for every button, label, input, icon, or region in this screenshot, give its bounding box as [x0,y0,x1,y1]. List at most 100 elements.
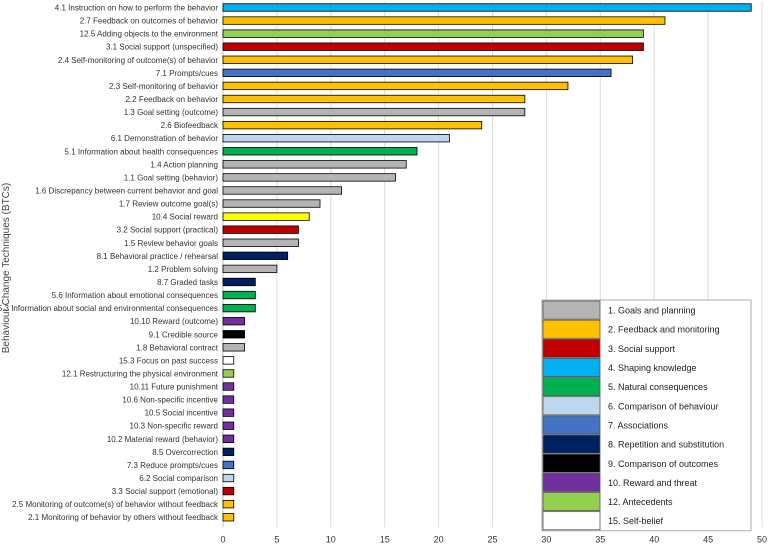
bar [222,317,245,326]
x-tick-label: 40 [649,534,659,544]
category-label: 2.2 Feedback on behavior [125,95,218,104]
category-label: 8.7 Graded tasks [157,278,218,287]
legend-swatch [542,511,601,531]
x-tick-label: 15 [380,534,390,544]
bar [222,473,235,483]
category-label: 1.7 Review outcome goal(s) [119,200,218,209]
category-label: 3.2 Social support (practical) [117,226,219,235]
category-label: 4.1 Instruction on how to perform the be… [55,4,219,13]
bar [222,356,235,365]
bar [222,212,310,221]
legend-swatch [542,358,601,378]
legend-swatch [542,472,601,492]
bar [222,68,612,77]
category-label: 7.3 Reduce prompts/cues [127,461,218,470]
category-label: 1.1 Goal setting (behavior) [124,173,219,182]
category-label: 1.3 Goal setting (outcome) [124,108,219,117]
x-tick-label: 35 [595,534,605,544]
x-tick-label: 0 [220,534,225,544]
bar [222,395,235,404]
bar [222,3,752,12]
bar [222,382,235,391]
category-label: 1.8 Behavioral contract [136,343,219,352]
x-tick-label: 50 [757,534,767,544]
bar [222,500,235,509]
x-axis: 0 5 10 15 20 25 30 35 40 45 50 [220,534,767,544]
legend-label: 1. Goals and planning [608,306,696,316]
legend-swatch [542,377,601,397]
category-label: 3.1 Social support (unspecified) [106,43,218,52]
bar [222,513,235,522]
bar [222,134,450,143]
legend: 1. Goals and planning 2. Feedback and mon… [541,299,752,532]
legend-label: 12. Antecedents [608,497,673,507]
legend-swatch [542,492,601,512]
category-label: 2.4 Self-monitoring of outcome(s) of beh… [58,56,218,65]
category-label: 1.5 Review behavior goals [124,239,218,248]
x-tick-label: 30 [541,534,551,544]
category-label: 2.3 Self-monitoring of behavior [109,82,218,91]
x-tick-label: 25 [487,534,497,544]
bar [222,147,418,156]
category-label: 15.3 Focus on past success [119,356,218,365]
category-label: 10.3 Non-specific reward [130,422,218,431]
legend-swatch [542,415,601,435]
bar [222,486,235,496]
bar [222,173,396,182]
category-label: 5.1 Information about health consequence… [65,147,218,156]
category-label: 12.1 Restructuring the physical environm… [62,369,219,378]
bar [222,199,321,208]
legend-swatch [542,319,601,339]
category-label: 6.1 Demonstration of behavior [111,134,219,143]
category-label: 2.1 Monitoring of behavior by others wit… [28,513,219,522]
legend-label: 6. Comparison of behaviour [608,401,719,411]
category-label: 10.10 Reward (outcome) [130,317,218,326]
bar [222,81,569,91]
bar [222,460,235,470]
legend-label: 9. Comparison of outcomes [608,459,719,469]
legend-label: 8. Repetition and substitution [608,440,724,450]
bar [222,238,299,247]
bar [222,94,526,104]
bar [222,225,299,234]
x-tick-label: 5 [274,534,279,544]
bar [222,160,407,169]
bar [222,408,235,417]
bar [222,343,245,352]
bar [222,120,483,130]
bar [222,186,342,195]
category-label: 2.6 Biofeedback [161,121,219,130]
x-tick-label: 10 [326,534,336,544]
bar [222,42,644,51]
bar [222,434,235,443]
legend-label: 10. Reward and threat [608,478,698,488]
legend-swatch [542,396,601,416]
category-label: 10.2 Material reward (behavior) [107,435,218,444]
category-label: 2.5 Monitoring of outcome(s) of behavior… [12,500,219,509]
legend-label: 15. Self-belief [608,516,664,526]
bar [222,55,634,64]
legend-label: 2. Feedback and monitoring [608,325,720,335]
bar [222,369,235,378]
bar [222,251,289,260]
category-label: 10.11 Future punishment [130,383,219,392]
category-label: 2.7 Feedback on outcomes of behavior [80,17,219,26]
x-tick-label: 45 [703,534,713,544]
category-label: 8.5 Overcorrection [152,448,218,457]
bar [222,447,235,457]
legend-swatch [542,434,601,454]
category-label: 10.6 Non-specific incentive [122,396,218,405]
legend-label: 7. Associations [608,420,669,430]
category-label: 8.1 Behavioral practice / rehearsal [97,252,219,261]
legend-label: 3. Social support [608,344,676,354]
y-axis-label: Behaviour Change Techniques (BTCs) [1,183,12,353]
legend-label: 4. Shaping knowledge [608,363,697,373]
bar [222,303,256,313]
category-label: 9.1 Credible source [149,330,219,339]
category-label: 3.3 Social support (emotional) [112,487,219,496]
category-label: 1.6 Discrepancy between current behavior… [35,186,218,195]
category-label: 5.6 Information about emotional conseque… [52,291,218,300]
legend-swatch [542,338,601,358]
bar [222,16,666,25]
